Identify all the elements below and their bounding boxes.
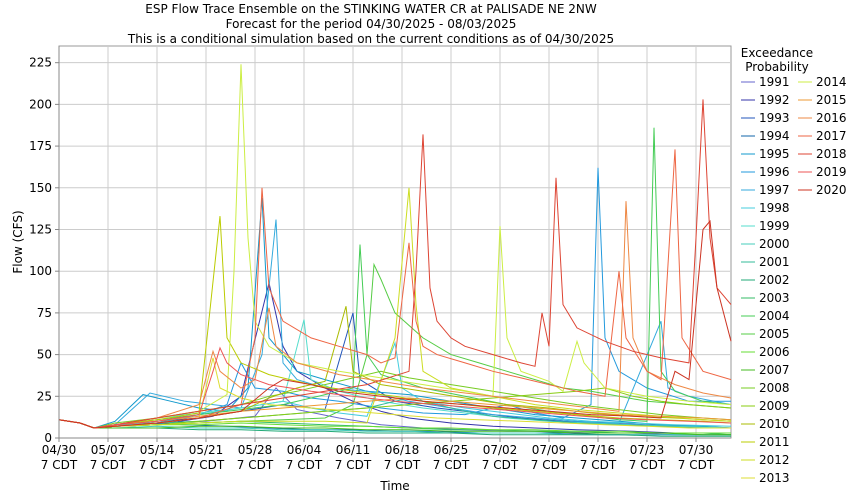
series-line-2019 (58, 346, 732, 429)
y-tick-label: 150 (29, 181, 52, 195)
title-line: ESP Flow Trace Ensemble on the STINKING … (145, 2, 597, 16)
legend-label-2000: 2000 (759, 237, 790, 251)
x-tick-label-date: 04/30 (42, 443, 77, 457)
legend-label-2009: 2009 (759, 399, 790, 413)
x-tick-label-date: 06/25 (434, 443, 469, 457)
legend-title: Probability (745, 60, 808, 74)
y-tick-label: 200 (29, 97, 52, 111)
x-tick-label-time: 7 CDT (335, 458, 372, 472)
legend-label-1991: 1991 (759, 75, 790, 89)
title-line: Forecast for the period 04/30/2025 - 08/… (226, 17, 517, 31)
x-tick-label-date: 05/21 (189, 443, 224, 457)
x-axis-label: Time (379, 479, 409, 493)
y-tick-label: 75 (37, 306, 52, 320)
legend-label-2012: 2012 (759, 453, 790, 467)
title-line: This is a conditional simulation based o… (127, 32, 614, 46)
x-tick-label-date: 06/04 (287, 443, 322, 457)
chart-title: ESP Flow Trace Ensemble on the STINKING … (127, 2, 614, 46)
legend-label-2020: 2020 (816, 183, 847, 197)
legend-label-2018: 2018 (816, 147, 847, 161)
legend-label-2014: 2014 (816, 75, 847, 89)
series-line-1995 (58, 197, 732, 429)
series-line-2012 (58, 187, 732, 429)
legend-label-1999: 1999 (759, 219, 790, 233)
x-tick-label-time: 7 CDT (188, 458, 225, 472)
series-line-2017 (58, 149, 732, 429)
legend-label-2019: 2019 (816, 165, 847, 179)
series-lines (58, 64, 732, 437)
legend-label-2010: 2010 (759, 417, 790, 431)
x-tick-label-date: 07/16 (581, 443, 616, 457)
x-tick-label-time: 7 CDT (580, 458, 617, 472)
legend-label-2004: 2004 (759, 309, 790, 323)
y-tick-label: 25 (37, 389, 52, 403)
plot-area (58, 45, 732, 439)
x-tick-label-date: 07/30 (679, 443, 714, 457)
legend-label-2006: 2006 (759, 345, 790, 359)
series-line-2018 (58, 99, 732, 429)
series-line-2020 (58, 219, 732, 429)
legend-label-2013: 2013 (759, 471, 790, 485)
legend-label-1995: 1995 (759, 147, 790, 161)
legend-label-2007: 2007 (759, 363, 790, 377)
x-tick-label-date: 07/09 (532, 443, 567, 457)
x-tick-label-date: 05/14 (140, 443, 175, 457)
legend-label-1998: 1998 (759, 201, 790, 215)
x-tick-label-time: 7 CDT (678, 458, 715, 472)
legend-label-2017: 2017 (816, 129, 847, 143)
series-line-2008 (58, 370, 732, 429)
legend-label-2001: 2001 (759, 255, 790, 269)
x-tick-label-date: 07/23 (630, 443, 665, 457)
x-tick-label-time: 7 CDT (286, 458, 323, 472)
x-tick-label-time: 7 CDT (237, 458, 274, 472)
x-tick-label-date: 05/07 (91, 443, 126, 457)
y-axis-label: Flow (CFS) (11, 210, 25, 273)
legend-label-2002: 2002 (759, 273, 790, 287)
legend-label-2008: 2008 (759, 381, 790, 395)
x-tick-label-time: 7 CDT (433, 458, 470, 472)
series-line-2007 (58, 419, 731, 436)
y-tick-label: 125 (29, 222, 52, 236)
legend-label-1992: 1992 (759, 93, 790, 107)
legend-label-1996: 1996 (759, 165, 790, 179)
x-tick-label-time: 7 CDT (90, 458, 127, 472)
x-tick-label-time: 7 CDT (629, 458, 666, 472)
x-tick-label-date: 07/02 (483, 443, 518, 457)
series-line-2016 (58, 201, 732, 429)
x-tick-label-time: 7 CDT (384, 458, 421, 472)
x-tick-label-date: 05/28 (238, 443, 273, 457)
legend-label-2016: 2016 (816, 111, 847, 125)
series-line-1998 (58, 340, 732, 429)
legend-label-2005: 2005 (759, 327, 790, 341)
legend-label-2011: 2011 (759, 435, 790, 449)
legend-label-1993: 1993 (759, 111, 790, 125)
x-tick-label-time: 7 CDT (531, 458, 568, 472)
y-tick-label: 175 (29, 139, 52, 153)
x-tick-label-time: 7 CDT (41, 458, 78, 472)
x-tick-label-time: 7 CDT (482, 458, 519, 472)
series-line-1997 (58, 219, 732, 429)
y-tick-label: 225 (29, 56, 52, 70)
x-tick-label-date: 06/11 (336, 443, 371, 457)
y-tick-label: 100 (29, 264, 52, 278)
y-tick-label: 0 (44, 431, 52, 445)
legend-label-1994: 1994 (759, 129, 790, 143)
x-tick-label-date: 06/18 (385, 443, 420, 457)
legend-title: Exceedance (741, 46, 813, 60)
series-line-2011 (58, 216, 732, 429)
y-tick-label: 50 (37, 348, 52, 362)
legend-label-1997: 1997 (759, 183, 790, 197)
legend-label-2015: 2015 (816, 93, 847, 107)
legend-label-2003: 2003 (759, 291, 790, 305)
x-tick-label-time: 7 CDT (139, 458, 176, 472)
